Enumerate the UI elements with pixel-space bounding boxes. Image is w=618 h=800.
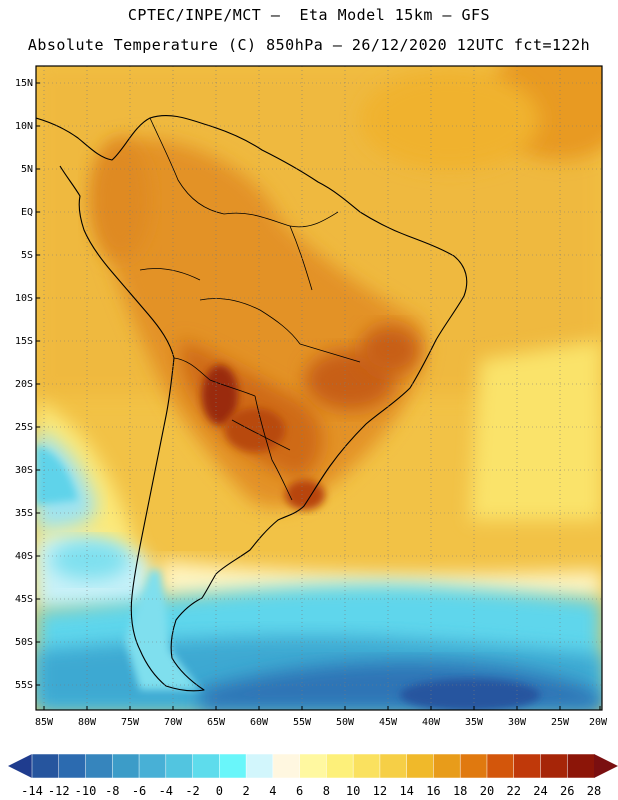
colorbar-swatch <box>379 753 408 779</box>
colorbar-right-arrow <box>594 754 618 778</box>
colorbar-swatch <box>486 753 515 779</box>
colorbar-swatch <box>352 753 381 779</box>
colorbar-label: 18 <box>453 784 467 798</box>
colorbar-swatch <box>219 753 247 779</box>
colorbar-label: 16 <box>426 784 440 798</box>
colorbar-label: -4 <box>159 784 173 798</box>
colorbar-swatch <box>299 753 328 779</box>
colorbar-label: 12 <box>373 784 387 798</box>
colorbar: -14 -12 -10 -8 -6 -4 -2 0 2 4 6 8 10 12 14 16 18 20 22 24 26… <box>8 753 618 798</box>
country-borders <box>139 117 361 501</box>
lon-label: 20W <box>589 717 608 728</box>
lon-labels: 85W 80W 75W 70W 65W 60W 55W 50W 45W 40W … <box>35 717 608 728</box>
colorbar-label: -2 <box>185 784 199 798</box>
lat-label: 30S <box>15 465 33 476</box>
colorbar-left-arrow <box>8 754 32 778</box>
colorbar-label: -12 <box>48 784 70 798</box>
colorbar-label: 0 <box>216 784 223 798</box>
lon-label: 75W <box>121 717 140 728</box>
colorbar-label: 24 <box>533 784 547 798</box>
lon-label: 70W <box>164 717 183 728</box>
colorbar-swatch <box>566 753 595 779</box>
lat-label: 5N <box>21 164 33 175</box>
colorbar-label: -8 <box>105 784 119 798</box>
lat-tick-marks <box>36 82 40 686</box>
lon-label: 80W <box>78 717 97 728</box>
colorbar-swatch <box>245 753 274 779</box>
colorbar-swatch <box>112 753 140 779</box>
colorbar-label: 28 <box>587 784 601 798</box>
lon-label: 85W <box>35 717 54 728</box>
colorbar-label: 20 <box>480 784 494 798</box>
lat-label: 50S <box>15 637 33 648</box>
colorbar-label: -10 <box>75 784 97 798</box>
colorbar-label: 10 <box>346 784 360 798</box>
colorbar-label: 14 <box>399 784 413 798</box>
colorbar-swatch <box>433 753 461 779</box>
lon-tick-marks <box>43 706 601 710</box>
lon-label: 65W <box>207 717 226 728</box>
lat-label: 20S <box>15 379 33 390</box>
colorbar-swatch <box>326 753 354 779</box>
lat-label: 15N <box>15 78 33 89</box>
colorbar-swatch <box>406 753 435 779</box>
colorbar-swatch <box>58 753 87 779</box>
colorbar-swatch <box>85 753 114 779</box>
colorbar-label: -14 <box>21 784 43 798</box>
colorbar-label: 6 <box>296 784 303 798</box>
lat-labels: 15N 10N 5N EQ 5S 10S 15S 20S 25S 30S 35S… <box>15 78 33 691</box>
colorbar-swatch <box>272 753 301 779</box>
colorbar-label: 4 <box>269 784 276 798</box>
map-frame <box>35 65 603 711</box>
lat-label: EQ <box>21 207 33 218</box>
map-subtitle: Absolute Temperature (C) 850hPa – 26/12/… <box>27 36 591 54</box>
colorbar-swatch <box>459 753 488 779</box>
lat-label: 10N <box>15 121 33 132</box>
colorbar-label: 22 <box>506 784 520 798</box>
lat-label: 15S <box>15 336 33 347</box>
lon-label: 25W <box>551 717 570 728</box>
lat-label: 25S <box>15 422 33 433</box>
lon-label: 60W <box>250 717 269 728</box>
colorbar-swatch <box>138 753 167 779</box>
colorbar-label: -6 <box>132 784 146 798</box>
lon-label: 45W <box>379 717 398 728</box>
coastline <box>36 115 468 692</box>
lon-label: 30W <box>508 717 527 728</box>
colorbar-swatch <box>31 753 60 779</box>
colorbar-label: 26 <box>560 784 574 798</box>
colorbar-swatch <box>540 753 568 779</box>
temperature-field <box>36 66 602 710</box>
lat-label: 35S <box>15 508 33 519</box>
colorbar-swatch <box>165 753 194 779</box>
map-title: CPTEC/INPE/MCT – Eta Model 15km – GFS <box>127 6 491 24</box>
lon-label: 40W <box>422 717 441 728</box>
graticule <box>36 66 602 710</box>
colorbar-label: 8 <box>323 784 330 798</box>
colorbar-label: 2 <box>242 784 249 798</box>
colorbar-swatch <box>513 753 542 779</box>
lat-label: 10S <box>15 293 33 304</box>
lon-label: 35W <box>465 717 484 728</box>
lon-label: 55W <box>293 717 312 728</box>
lon-label: 50W <box>336 717 355 728</box>
colorbar-swatch <box>192 753 221 779</box>
lat-label: 40S <box>15 551 33 562</box>
lat-label: 5S <box>21 250 33 261</box>
lat-label: 55S <box>15 680 33 691</box>
lat-label: 45S <box>15 594 33 605</box>
